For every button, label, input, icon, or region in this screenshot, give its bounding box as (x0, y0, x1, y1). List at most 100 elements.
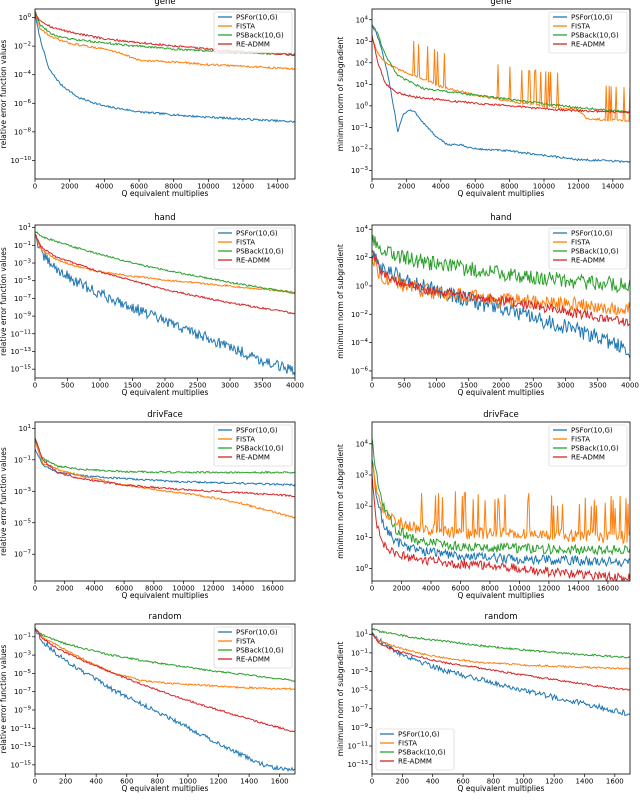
legend-box (213, 227, 293, 270)
legend-entry: FISTA (398, 740, 417, 748)
y-tick-label: 10−6 (14, 99, 32, 108)
y-tick-label: 10−3 (351, 166, 369, 175)
x-tick-label: 12000 (567, 183, 589, 191)
y-tick-label: 101 (19, 223, 31, 232)
chart-title: gene (490, 0, 511, 7)
y-axis-label: relative error function values (0, 40, 8, 149)
y-tick-label: 10−9 (14, 705, 32, 714)
x-tick-label: 1200 (210, 778, 228, 786)
y-axis-label: minimum norm of subgradient (336, 444, 345, 559)
series-line-fista (35, 628, 295, 691)
legend-entry: RE-ADMM (236, 656, 270, 664)
x-tick-label: 1600 (271, 778, 289, 786)
series-line-psfor-10-g- (35, 235, 295, 376)
y-tick-label: 10−10 (10, 156, 31, 165)
x-tick-label: 2000 (393, 585, 411, 593)
x-tick-label: 2000 (56, 585, 74, 593)
x-tick-label: 16000 (262, 585, 284, 593)
x-tick-label: 500 (61, 382, 74, 390)
y-tick-label: 10−2 (351, 144, 368, 153)
x-tick-label: 400 (89, 778, 102, 786)
y-tick-label: 101 (356, 630, 368, 639)
series-line-re-admm (35, 233, 295, 315)
legend-entry: FISTA (236, 638, 255, 646)
x-tick-label: 14000 (567, 585, 589, 593)
chart-panel-3: hand Q equivalent multiplies relative erro… (0, 213, 304, 397)
series-lines (372, 438, 630, 581)
x-tick-label: 10000 (197, 183, 219, 191)
legend-entry: RE-ADMM (571, 257, 605, 265)
chart-panel-1: gene Q equivalent multiplies relative erro… (0, 0, 296, 198)
series-line-psback-10-g- (35, 231, 295, 295)
x-axis-label: Q equivalent multiplies (458, 784, 545, 793)
x-tick-label: 4000 (286, 382, 304, 390)
series-line-re-admm (35, 437, 295, 498)
legend-entry: FISTA (571, 23, 590, 31)
series-line-fista (372, 256, 630, 316)
legend-entry: PSBack(10,G) (236, 32, 284, 40)
y-tick-label: 10−8 (14, 127, 32, 136)
legend-entry: PSFor(10,G) (571, 14, 613, 22)
legend-entry: FISTA (236, 239, 255, 247)
y-tick-label: 100 (356, 281, 369, 290)
x-tick-label: 1000 (515, 778, 533, 786)
legend-entry: PSFor(10,G) (571, 427, 613, 435)
legend-entry: PSBack(10,G) (571, 248, 619, 256)
x-tick-label: 6000 (452, 585, 470, 593)
chart-title: drivFace (147, 410, 183, 420)
x-tick-label: 6000 (466, 183, 484, 191)
series-line-psfor-10-g- (372, 632, 630, 717)
x-tick-label: 1600 (606, 778, 624, 786)
y-tick-label: 10−11 (10, 329, 31, 338)
chart-title: random (485, 612, 518, 622)
chart-title: hand (154, 213, 175, 223)
legend-entry: PSFor(10,G) (571, 230, 613, 238)
legend-entry: RE-ADMM (236, 257, 270, 265)
legend-box (548, 424, 628, 467)
legend-entry: PSBack(10,G) (236, 445, 284, 453)
x-tick-label: 4000 (432, 183, 450, 191)
series-line-psfor-10-g- (372, 459, 630, 568)
x-tick-label: 0 (33, 183, 37, 191)
x-tick-label: 2000 (61, 183, 79, 191)
y-tick-label: 100 (356, 101, 369, 110)
y-tick-label: 10−5 (14, 669, 32, 678)
x-tick-label: 1400 (576, 778, 594, 786)
x-tick-label: 600 (120, 778, 133, 786)
series-line-psfor-10-g- (35, 15, 295, 124)
series-line-fista (35, 234, 295, 294)
y-tick-label: 10−3 (351, 667, 369, 676)
y-tick-label: 102 (356, 58, 368, 67)
y-tick-label: 10−5 (14, 518, 32, 527)
y-tick-label: 101 (19, 424, 31, 433)
x-tick-label: 8000 (165, 183, 183, 191)
series-line-re-admm (372, 632, 630, 691)
y-axis-label: minimum norm of subgradient (336, 244, 345, 359)
x-tick-label: 8000 (145, 585, 163, 593)
x-tick-label: 12000 (538, 585, 560, 593)
y-axis-label: relative error function values (0, 645, 8, 754)
x-tick-label: 4000 (621, 382, 639, 390)
chart-panel-6: drivFace Q equivalent multiplies minimum n… (336, 410, 631, 600)
x-axis-label: Q equivalent multiplies (122, 784, 209, 793)
x-tick-label: 12000 (232, 183, 254, 191)
x-tick-label: 1000 (428, 382, 446, 390)
x-tick-label: 4000 (86, 585, 104, 593)
chart-panel-4: hand Q equivalent multiplies minimum norm … (336, 213, 639, 397)
legend-entry: RE-ADMM (236, 41, 270, 49)
y-tick-label: 10−11 (10, 724, 31, 733)
chart-title: random (149, 612, 182, 622)
x-tick-label: 3000 (221, 382, 239, 390)
legend-entry: PSFor(10,G) (236, 230, 278, 238)
x-tick-label: 0 (370, 778, 374, 786)
legend-entry: RE-ADMM (398, 758, 432, 766)
legend-entry: PSBack(10,G) (236, 248, 284, 256)
y-tick-label: 10−15 (10, 760, 31, 769)
x-tick-label: 3000 (557, 382, 575, 390)
plot-frame (34, 8, 296, 180)
chart-title: hand (490, 213, 511, 223)
y-tick-label: 100 (19, 13, 32, 22)
